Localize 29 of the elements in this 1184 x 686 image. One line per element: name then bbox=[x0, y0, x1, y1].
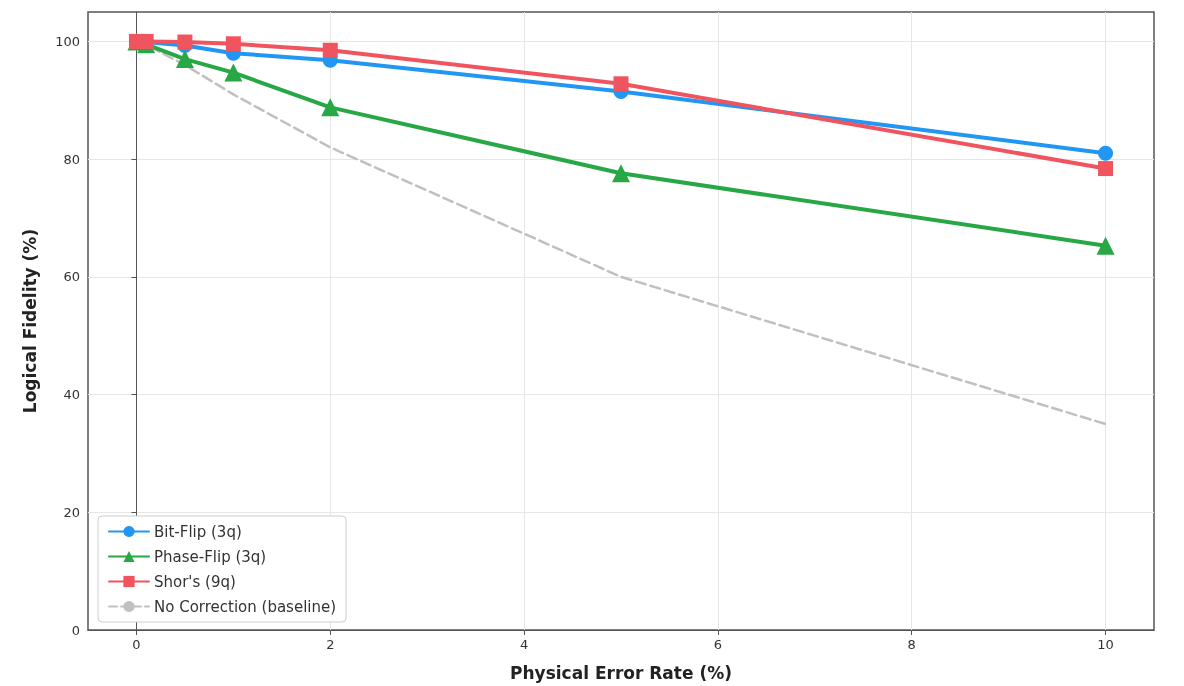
y-tick-label: 40 bbox=[63, 387, 80, 403]
x-tick-label: 0 bbox=[132, 637, 141, 652]
y-tick-label: 100 bbox=[55, 33, 80, 49]
point bbox=[322, 42, 338, 58]
x-tick-label: 2 bbox=[326, 637, 335, 652]
point bbox=[321, 98, 340, 117]
legend-label: Shor's (9q) bbox=[154, 572, 236, 591]
point bbox=[177, 34, 193, 50]
point bbox=[175, 50, 194, 69]
point bbox=[613, 76, 629, 92]
point bbox=[1096, 236, 1115, 255]
point bbox=[612, 164, 630, 183]
point bbox=[224, 63, 243, 82]
y-tick-label: 80 bbox=[63, 151, 80, 167]
legend-label: Bit-Flip (3q) bbox=[154, 522, 242, 541]
y-tick-label: 0 bbox=[71, 622, 80, 638]
legend-label: Phase-Flip (3q) bbox=[154, 547, 267, 566]
y-tick-label: 60 bbox=[63, 269, 80, 285]
point bbox=[1098, 161, 1114, 177]
y-tick-label: 20 bbox=[63, 504, 80, 520]
x-axis-title: Physical Error Rate (%) bbox=[510, 662, 732, 683]
x-tick-label: 10 bbox=[1097, 637, 1114, 652]
x-tick-label: 8 bbox=[907, 637, 916, 652]
x-tick-label: 4 bbox=[519, 637, 529, 652]
legend-label: No Correction (baseline) bbox=[154, 597, 337, 616]
point bbox=[225, 36, 241, 52]
point bbox=[1098, 145, 1114, 161]
y-axis-title: Logical Fidelity (%) bbox=[19, 228, 40, 414]
x-tick-label: 6 bbox=[713, 637, 723, 652]
